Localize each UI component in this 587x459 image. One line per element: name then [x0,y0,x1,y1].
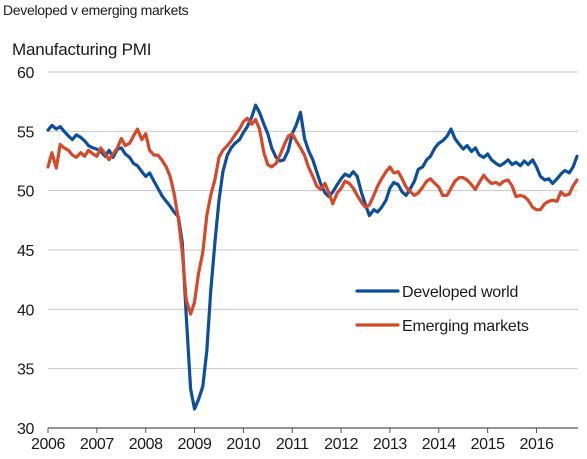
y-tick-label: 30 [17,421,34,438]
chart-title: Developed v emerging markets [3,2,189,18]
series-line-developed-world [46,103,579,411]
gridlines [48,71,578,429]
x-tick-label: 2016 [519,436,553,453]
x-tick-label: 2008 [129,436,163,453]
y-tick-label: 55 [17,124,34,141]
series-line-emerging-markets [46,116,579,316]
x-tick-label: 2006 [31,436,65,453]
legend-label: Emerging markets [402,318,529,335]
y-axis-ticks: 30 35 40 45 50 55 60 [17,65,35,438]
x-tick-label: 2014 [422,436,456,453]
x-tick-label: 2007 [80,436,114,453]
series-lines [46,103,579,411]
x-axis-ticks: 2006 2007 2008 2009 2010 2011 2012 2013 2014 2015… [31,428,554,453]
y-tick-label: 40 [17,302,34,319]
y-axis-label: Manufacturing PMI [12,40,151,59]
y-tick-label: 35 [17,362,34,379]
legend-label: Developed world [402,284,518,301]
y-tick-label: 60 [17,65,34,82]
y-tick-label: 50 [17,184,34,201]
y-tick-label: 45 [17,243,34,260]
x-tick-label: 2011 [276,436,309,453]
x-tick-label: 2015 [471,436,505,453]
x-tick-label: 2009 [178,436,212,453]
legend: Developed world Emerging markets [355,284,529,335]
x-tick-label: 2012 [324,436,358,453]
x-tick-label: 2013 [373,436,407,453]
x-tick-label: 2010 [226,436,260,453]
